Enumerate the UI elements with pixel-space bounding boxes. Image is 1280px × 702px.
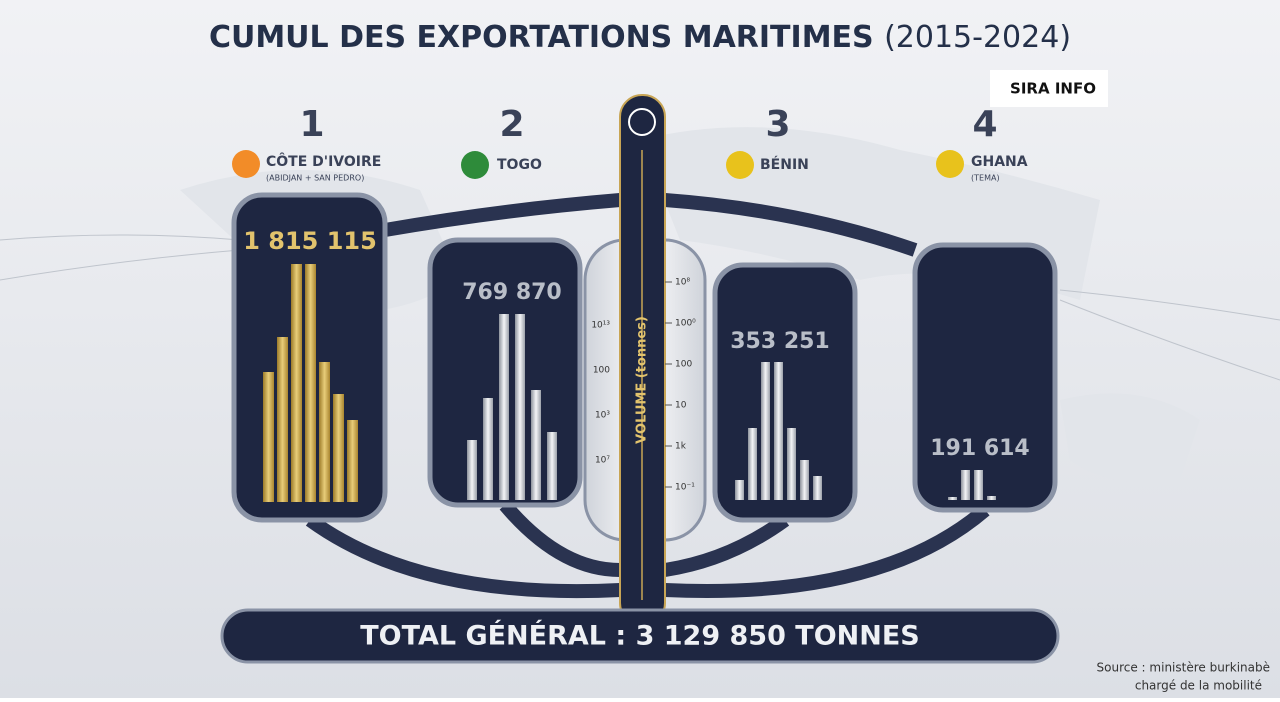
center-ribbons bbox=[305, 193, 990, 599]
decor-bar bbox=[800, 460, 809, 500]
scale-tick-label: 10⁸ bbox=[675, 278, 690, 288]
decor-bar bbox=[531, 390, 541, 500]
logo-box bbox=[990, 70, 1108, 107]
country-total: 191 614 bbox=[930, 436, 1030, 461]
country-name: TOGO bbox=[497, 157, 542, 173]
rank: 1 bbox=[299, 104, 324, 145]
flag bbox=[232, 150, 260, 178]
title-main: CUMUL DES EXPORTATIONS MARITIMES bbox=[209, 20, 874, 55]
decor-bar bbox=[948, 497, 957, 500]
source: chargé de la mobilité bbox=[1135, 679, 1262, 693]
rank: 2 bbox=[499, 104, 524, 145]
scale-tick-label: 10¹³ bbox=[591, 321, 610, 331]
decor-bar bbox=[305, 264, 316, 502]
scale-label: VOLUME (tonnes) bbox=[635, 316, 650, 444]
scale-tick-label: 100⁰ bbox=[675, 319, 696, 329]
decor-bar bbox=[748, 428, 757, 500]
decor-bar bbox=[499, 314, 509, 500]
decor-bar bbox=[277, 337, 288, 502]
decor-bar bbox=[961, 470, 970, 500]
decor-bar bbox=[547, 432, 557, 500]
country-detail: (ABIDJAN + SAN PEDRO) bbox=[266, 174, 364, 183]
decor-bar bbox=[987, 496, 996, 500]
globe-icon bbox=[628, 108, 656, 136]
decor-bar bbox=[319, 362, 330, 502]
country-headers: 1 CÔTE D'IVOIRE (ABIDJAN + SAN PEDRO) 2 … bbox=[232, 104, 1028, 183]
scale-tick-label: 1k bbox=[675, 442, 687, 452]
rank: 4 bbox=[972, 104, 997, 145]
decor-bar bbox=[974, 470, 983, 500]
decor-bar bbox=[483, 398, 493, 500]
flag bbox=[461, 151, 489, 179]
total-bar bbox=[220, 608, 1060, 664]
rank: 3 bbox=[765, 104, 790, 145]
decor-bar bbox=[787, 428, 796, 500]
decor-bar bbox=[291, 264, 302, 502]
decor-bar bbox=[263, 372, 274, 502]
scale-tick-label: 10 bbox=[675, 401, 687, 411]
country-total: 353 251 bbox=[730, 329, 830, 354]
scale-tick-label: 100 bbox=[593, 366, 610, 376]
flag bbox=[936, 150, 964, 178]
scale-ticks: 10¹³ 100 10³ 10⁷ 10⁸ 100⁰ 100 10 1k 10⁻¹ bbox=[591, 278, 696, 493]
decorative-bars bbox=[263, 264, 996, 502]
decor-bar bbox=[467, 440, 477, 500]
grand-total: TOTAL GÉNÉRAL : 3 129 850 TONNES bbox=[360, 620, 920, 652]
source: Source : ministère burkinabè bbox=[1097, 661, 1270, 675]
logo: SIRA INFO bbox=[1010, 80, 1096, 98]
decor-bar bbox=[774, 362, 783, 500]
country-total: 1 815 115 bbox=[243, 227, 377, 255]
routes bbox=[0, 234, 1280, 381]
decor-bar bbox=[813, 476, 822, 500]
title-period: (2015-2024) bbox=[884, 20, 1071, 55]
country-detail: (TEMA) bbox=[971, 174, 1000, 183]
scale-tick-label: 10³ bbox=[595, 411, 610, 421]
scale-tick-label: 100 bbox=[675, 360, 692, 370]
flag bbox=[726, 151, 754, 179]
title: CUMUL DES EXPORTATIONS MARITIMES (2015-2… bbox=[209, 20, 1071, 55]
scale-tick-label: 10⁷ bbox=[595, 456, 610, 466]
decor-bar bbox=[347, 420, 358, 502]
country-name: GHANA bbox=[971, 154, 1028, 170]
country-name: BÉNIN bbox=[760, 156, 809, 173]
decor-bar bbox=[735, 480, 744, 500]
decor-bar bbox=[761, 362, 770, 500]
decor-bar bbox=[333, 394, 344, 502]
country-name: CÔTE D'IVOIRE bbox=[266, 152, 381, 170]
decor-bar bbox=[515, 314, 525, 500]
scale-tick-label: 10⁻¹ bbox=[675, 483, 695, 493]
country-total: 769 870 bbox=[462, 280, 562, 305]
